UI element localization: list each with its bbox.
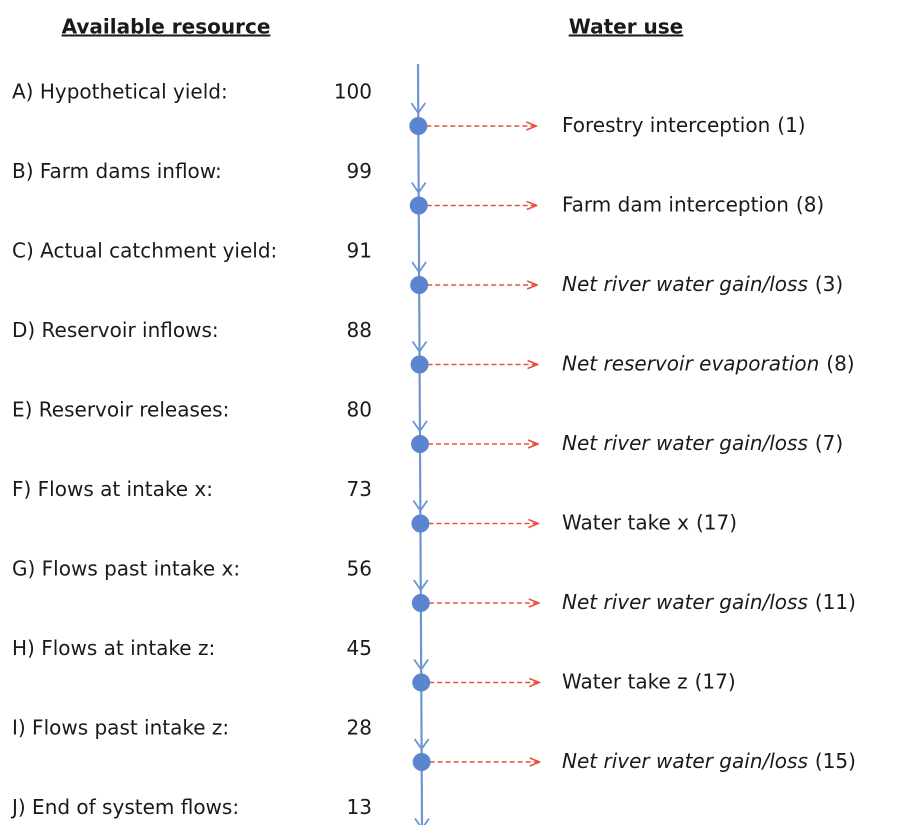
- resource-label: H) Flows at intake z:: [12, 636, 215, 660]
- node: [412, 753, 431, 771]
- flow-arrowhead: [413, 579, 429, 592]
- resource-value: 45: [347, 636, 372, 660]
- resource-value: 88: [347, 318, 372, 342]
- use-name: Water take z: [562, 669, 688, 693]
- node: [411, 514, 430, 533]
- resource-value: 13: [347, 795, 372, 819]
- flow-arrowhead: [410, 102, 426, 115]
- resource-label: A) Hypothetical yield:: [12, 80, 228, 104]
- use-label: Net river water gain/loss (11): [562, 590, 856, 614]
- use-name: Water take x: [562, 510, 689, 534]
- use-amount: (1): [777, 113, 805, 137]
- resource-value: 28: [347, 716, 372, 740]
- resource-label: D) Reservoir inflows:: [12, 318, 219, 342]
- node: [412, 673, 431, 692]
- node: [410, 435, 429, 453]
- use-name: Net river water gain/loss: [562, 590, 808, 614]
- resource-label: F) Flows at intake x:: [12, 477, 213, 501]
- resource-value: 80: [347, 398, 372, 422]
- use-label: Net river water gain/loss (7): [562, 431, 843, 455]
- flow-arrowhead: [413, 658, 429, 672]
- resource-value: 91: [347, 239, 372, 263]
- flow-arrowhead: [413, 738, 430, 751]
- use-label: Farm dam interception (8): [562, 192, 824, 216]
- use-label: Water take z (17): [562, 669, 736, 693]
- use-label: Net river water gain/loss (3): [562, 272, 843, 296]
- header-right: Water use: [569, 15, 684, 39]
- use-name: Forestry interception: [562, 113, 770, 137]
- use-amount: (17): [695, 669, 736, 693]
- use-label: Net river water gain/loss (15): [562, 749, 856, 773]
- resource-value: 73: [347, 477, 372, 501]
- resource-label: I) Flows past intake z:: [12, 716, 229, 740]
- header-left: Available resource: [62, 15, 271, 39]
- use-label: Net reservoir evaporation (8): [562, 351, 855, 375]
- flow-arrowhead: [411, 340, 428, 354]
- use-amount: (8): [796, 192, 824, 216]
- resource-label: E) Reservoir releases:: [12, 398, 229, 422]
- resource-label: J) End of system flows:: [10, 795, 239, 819]
- resource-label: G) Flows past intake x:: [12, 557, 240, 581]
- use-name: Net river water gain/loss: [562, 431, 808, 455]
- use-amount: (17): [696, 510, 737, 534]
- use-amount: (8): [826, 351, 854, 375]
- use-amount: (11): [815, 590, 856, 614]
- resource-value: 99: [347, 159, 372, 183]
- flow-arrowhead: [410, 181, 427, 195]
- use-amount: (3): [815, 272, 843, 296]
- use-label: Water take x (17): [562, 510, 737, 534]
- node: [410, 276, 429, 294]
- use-label: Forestry interception (1): [562, 113, 806, 137]
- use-name: Net river water gain/loss: [562, 749, 808, 773]
- use-amount: (7): [815, 431, 843, 455]
- flow-arrowhead: [414, 817, 430, 825]
- resource-label: B) Farm dams inflow:: [12, 159, 222, 183]
- flow-arrowhead: [412, 499, 429, 513]
- node: [411, 594, 430, 612]
- flow-arrowhead: [412, 420, 428, 433]
- resource-value: 56: [347, 557, 372, 581]
- resource-label: C) Actual catchment yield:: [12, 239, 277, 263]
- node: [410, 355, 429, 374]
- use-amount: (15): [815, 749, 856, 773]
- use-name: Net reservoir evaporation: [562, 351, 819, 375]
- use-name: Farm dam interception: [562, 192, 789, 216]
- node: [409, 117, 428, 135]
- use-name: Net river water gain/loss: [562, 272, 808, 296]
- node: [409, 196, 428, 215]
- flow-arrowhead: [411, 261, 427, 274]
- resource-value: 100: [334, 80, 372, 104]
